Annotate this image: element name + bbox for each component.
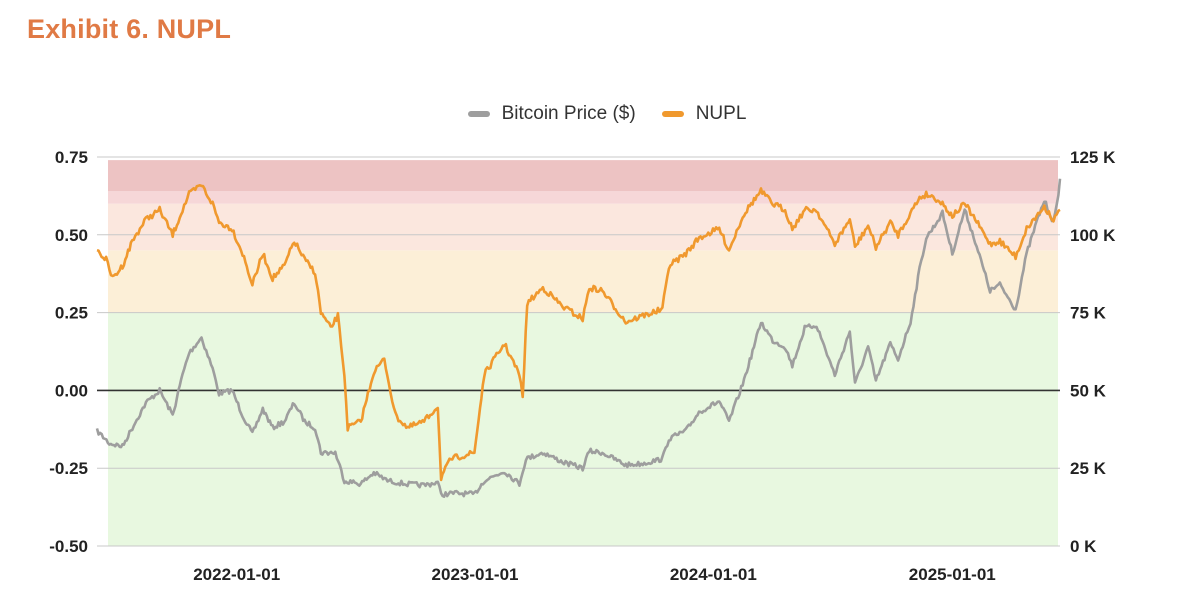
x-axis-ticks: 2022-01-01 2023-01-01 2024-01-01 2025-01-01 <box>193 565 996 584</box>
left-tick-label: 0.50 <box>55 226 88 245</box>
nupl-line <box>96 184 1061 482</box>
x-tick-label: 2023-01-01 <box>432 565 519 584</box>
right-tick-label: 75 K <box>1070 304 1107 323</box>
sentiment-zone-3 <box>108 191 1058 204</box>
sentiment-zone-2 <box>108 203 1058 251</box>
left-tick-label: 0.00 <box>55 381 88 400</box>
nupl-series <box>96 184 1061 482</box>
bitcoin-price-series <box>95 178 1062 498</box>
x-tick-label: 2025-01-01 <box>909 565 996 584</box>
sentiment-zones <box>108 160 1058 546</box>
x-tick-label: 2022-01-01 <box>193 565 280 584</box>
legend-swatch-bitcoin-price <box>467 111 490 117</box>
page-title: Exhibit 6. NUPL <box>27 14 232 44</box>
right-tick-label: 125 K <box>1070 148 1116 167</box>
left-tick-label: -0.25 <box>49 459 88 478</box>
x-tick-label: 2024-01-01 <box>670 565 757 584</box>
left-tick-label: -0.50 <box>49 537 88 556</box>
legend-item-nupl[interactable]: NUPL <box>661 103 747 125</box>
left-axis-ticks: 0.75 0.50 0.25 0.00 -0.25 -0.50 <box>49 148 88 556</box>
right-tick-label: 25 K <box>1070 459 1107 478</box>
right-tick-label: 0 K <box>1070 537 1097 556</box>
right-axis-ticks: 125 K 100 K 75 K 50 K 25 K 0 K <box>1070 148 1116 556</box>
legend-swatch-nupl <box>661 111 684 117</box>
legend-label-nupl: NUPL <box>695 103 747 124</box>
left-tick-label: 0.75 <box>55 148 88 167</box>
legend-item-bitcoin-price[interactable]: Bitcoin Price ($) <box>467 103 636 125</box>
sentiment-zone-4 <box>108 160 1058 192</box>
right-tick-label: 50 K <box>1070 381 1107 400</box>
left-tick-label: 0.25 <box>55 304 88 323</box>
bitcoin-price-line <box>95 178 1062 498</box>
chart-legend: Bitcoin Price ($) NUPL <box>0 100 1200 128</box>
right-tick-label: 100 K <box>1070 226 1116 245</box>
legend-label-bitcoin-price: Bitcoin Price ($) <box>501 103 636 124</box>
